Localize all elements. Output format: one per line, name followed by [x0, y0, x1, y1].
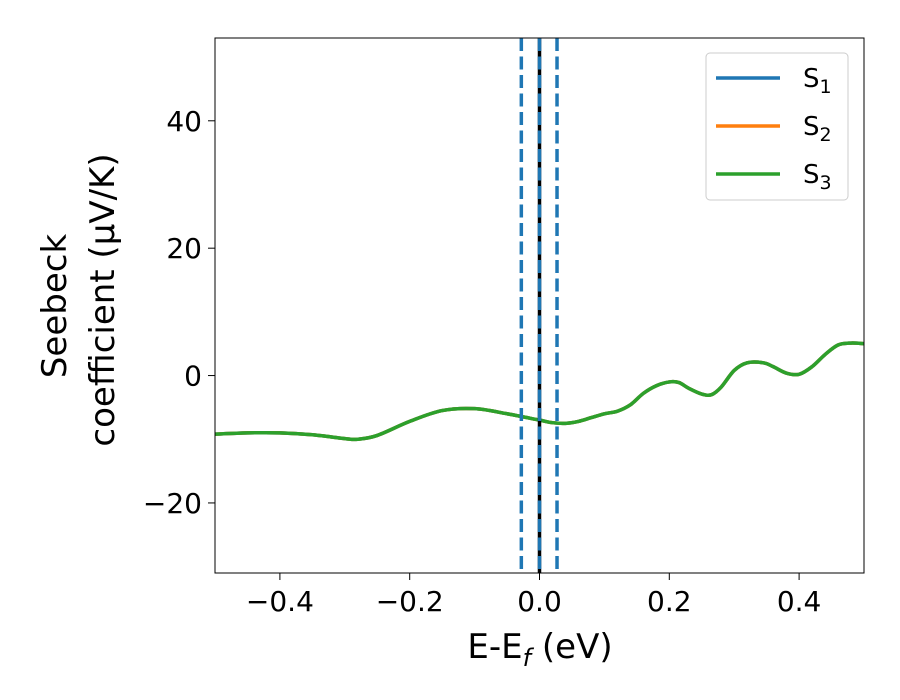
x-axis-label: E-Ef (eV) — [467, 627, 612, 672]
x-tick-label: 0.2 — [647, 585, 692, 618]
legend-label-1: S1 — [803, 64, 832, 98]
y-tick-label: 20 — [166, 232, 202, 265]
legend-label-2: S2 — [803, 112, 832, 146]
series-line-3 — [215, 341, 864, 442]
y-tick-label: −20 — [143, 487, 202, 520]
plot-area — [215, 341, 864, 442]
y-axis-label-line2: coefficient (μV/K) — [83, 153, 123, 446]
x-ticks: −0.4 −0.2 0.0 0.2 0.4 — [246, 573, 821, 618]
x-tick-label: −0.2 — [376, 585, 444, 618]
x-tick-label: 0.4 — [777, 585, 822, 618]
legend: S1 S2 S3 — [705, 52, 849, 201]
legend-label-3: S3 — [803, 160, 832, 194]
y-tick-label: 0 — [184, 360, 202, 393]
x-tick-label: −0.4 — [246, 585, 314, 618]
y-tick-label: 40 — [166, 105, 202, 138]
y-ticks: −20 0 20 40 — [143, 105, 215, 520]
x-tick-label: 0.0 — [517, 585, 562, 618]
y-axis-label-line1: Seebeck — [35, 234, 75, 379]
vertical-lines — [519, 38, 559, 573]
